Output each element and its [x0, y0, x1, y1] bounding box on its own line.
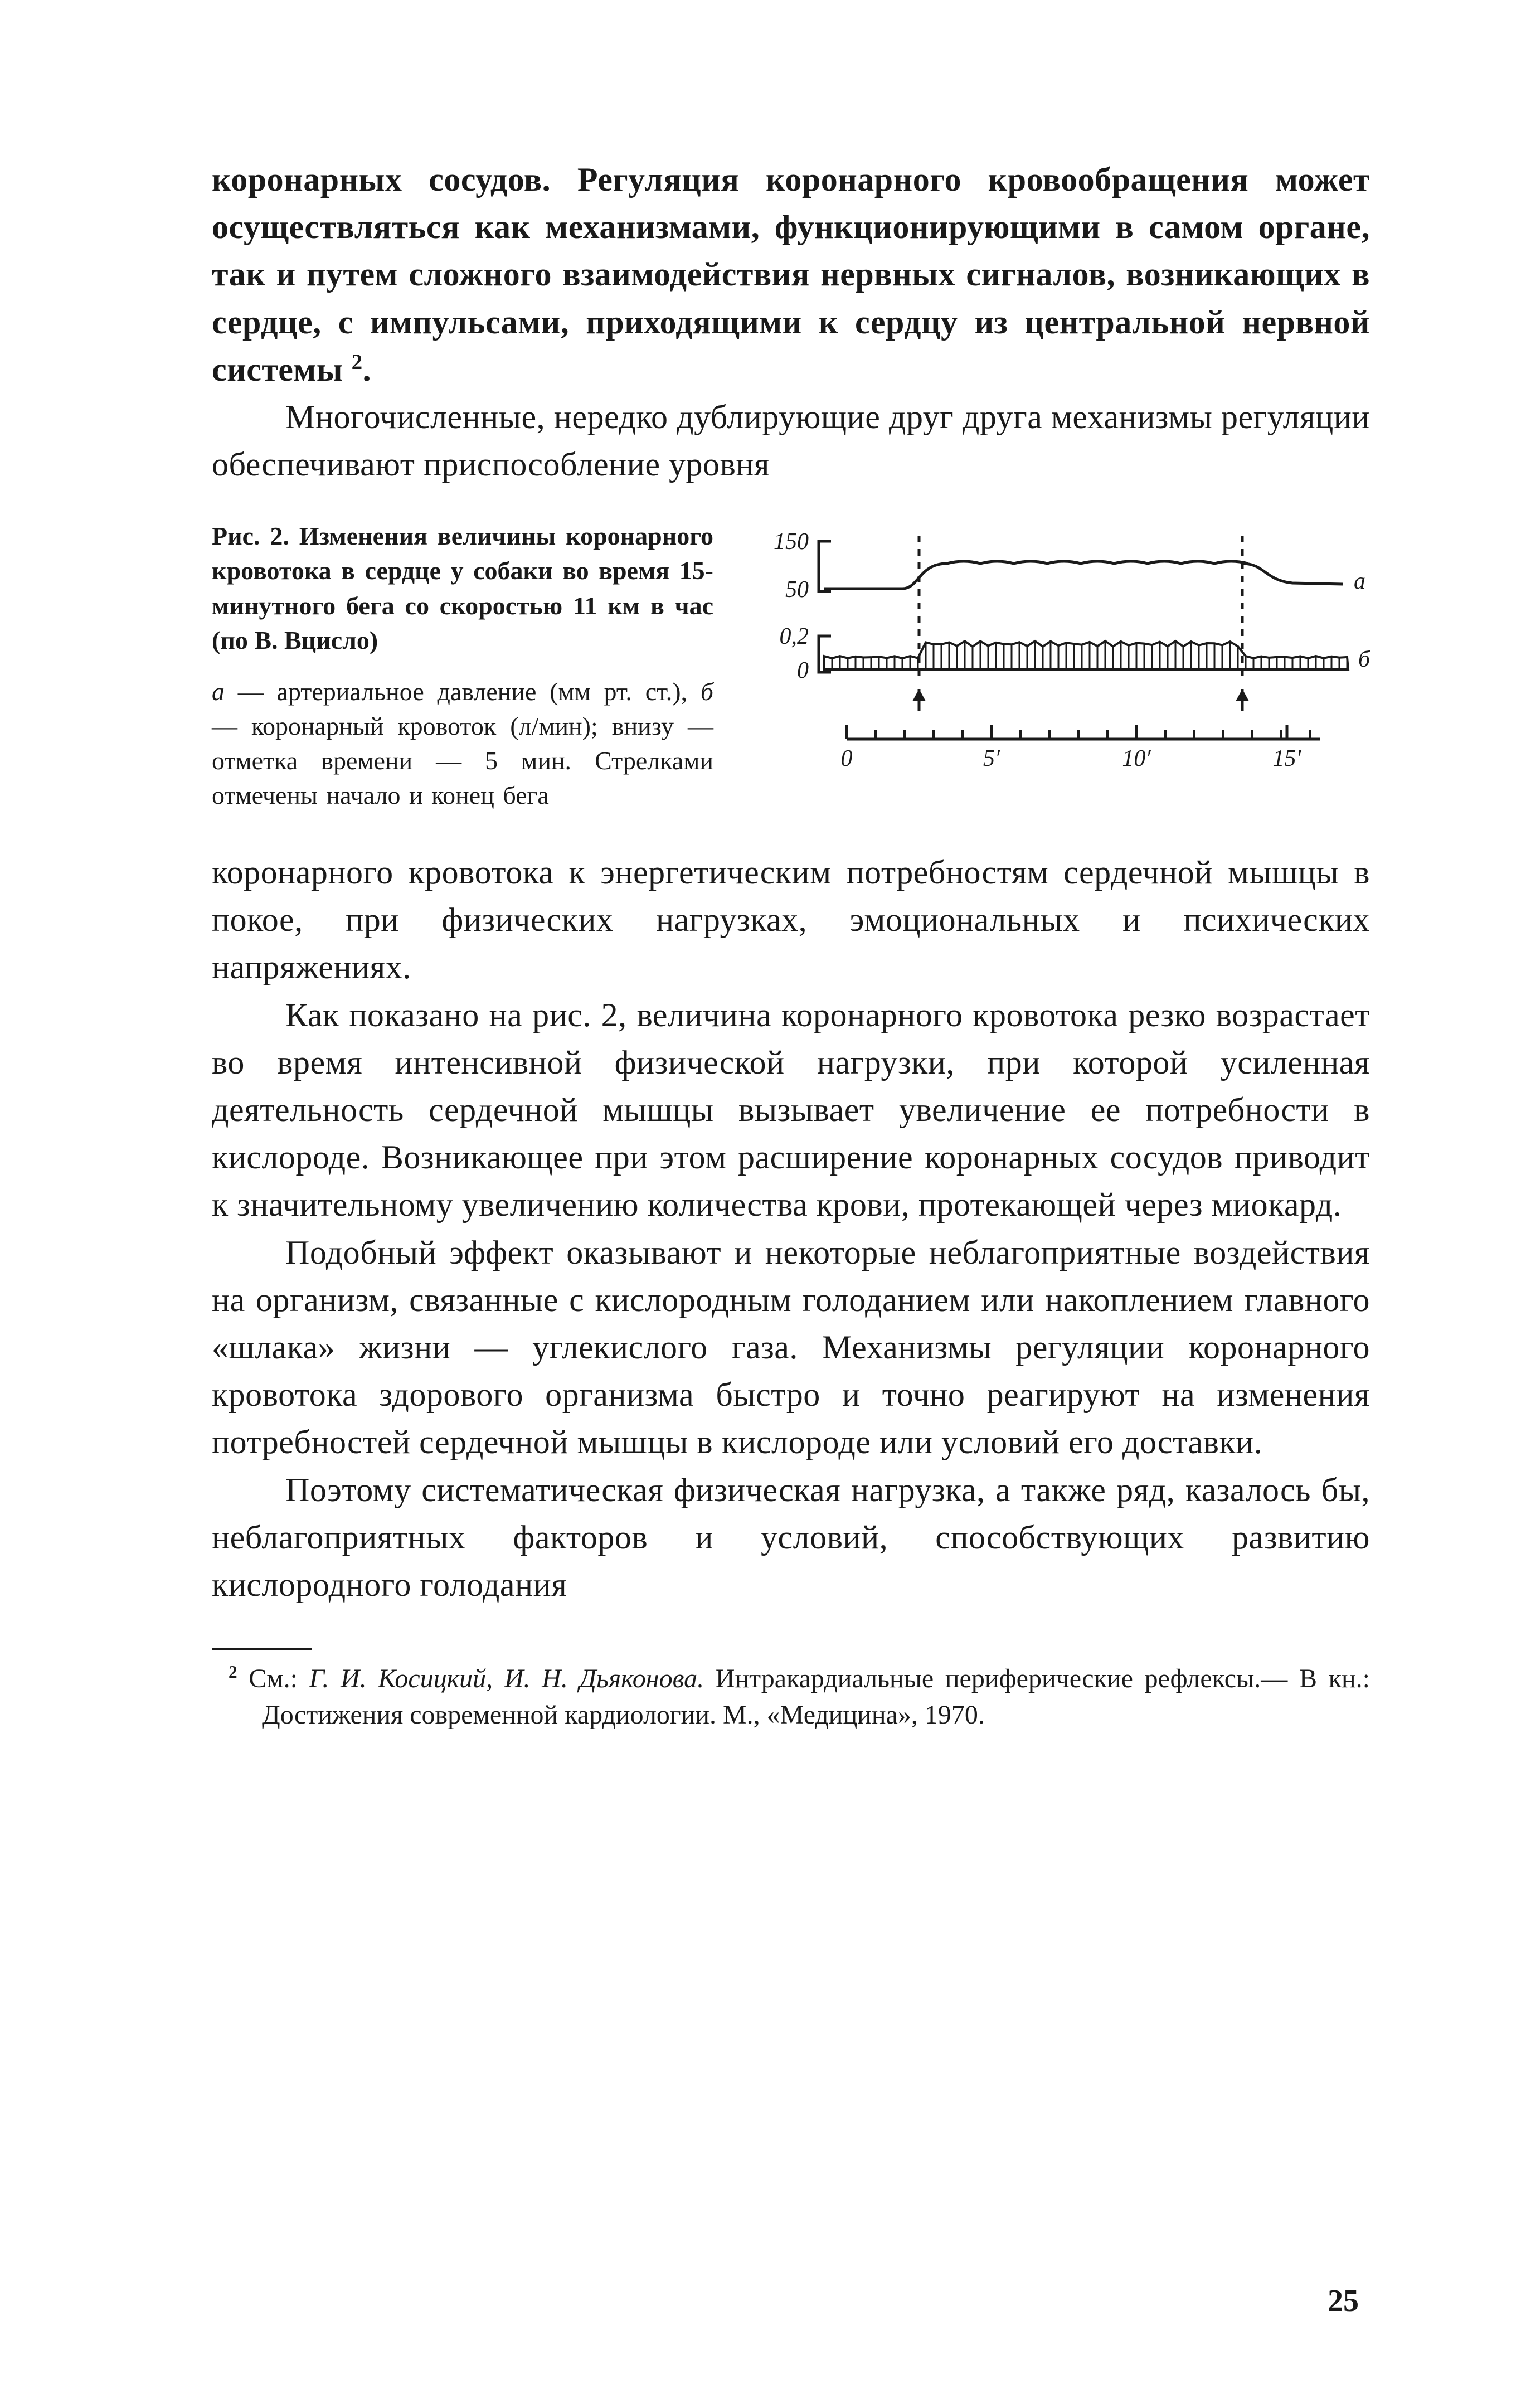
figure-chart: 150 50 а 0,2 0 б 0 5′ 10′ 15′ — [747, 519, 1370, 798]
svg-text:б: б — [1358, 647, 1370, 672]
svg-text:5′: 5′ — [983, 746, 1000, 771]
figure-legend: а — артериальное давление (мм рт. ст.), … — [212, 674, 713, 813]
p1-text: коронарных сосудов. Регуляция коронарног… — [212, 161, 1370, 388]
legend-b-text: — коронарный кровоток (л/мин); внизу — о… — [212, 712, 713, 809]
figure-caption: Рис. 2. Изменения величины коронарного к… — [212, 519, 713, 813]
figure-title: Рис. 2. Изменения величины коронарного к… — [212, 519, 713, 657]
svg-text:0,2: 0,2 — [780, 624, 809, 649]
footnote-2: 2 См.: Г. И. Косицкий, И. Н. Дьяконова. … — [212, 1661, 1370, 1734]
footnote-num: 2 — [229, 1662, 237, 1682]
svg-text:15′: 15′ — [1272, 746, 1301, 771]
figure-2: Рис. 2. Изменения величины коронарного к… — [212, 519, 1370, 813]
legend-a-text: — артериальное давление (мм рт. ст.), — [225, 677, 701, 706]
legend-a-letter: а — [212, 677, 225, 706]
paragraph-5: Подобный эффект оказывают и некоторые не… — [212, 1229, 1370, 1467]
footnote-rule — [212, 1648, 312, 1650]
footnote-authors: Г. И. Косицкий, И. Н. Дьяконова. — [309, 1664, 704, 1693]
p6-text: Поэтому систематическая физическая нагру… — [212, 1467, 1370, 1609]
svg-text:10′: 10′ — [1122, 746, 1151, 771]
p5-text: Подобный эффект оказывают и некоторые не… — [212, 1229, 1370, 1467]
svg-text:а: а — [1354, 569, 1365, 594]
paragraph-3: коронарного кровотока к энергетическим п… — [212, 849, 1370, 992]
paragraph-6: Поэтому систематическая физическая нагру… — [212, 1467, 1370, 1609]
footnote-lead: См.: — [237, 1664, 309, 1693]
p2-text: Многочисленные, нередко дублирующие друг… — [212, 394, 1370, 488]
svg-text:0: 0 — [797, 658, 809, 683]
paragraph-1: коронарных сосудов. Регуляция коронарног… — [212, 156, 1370, 394]
paragraph-2: Многочисленные, нередко дублирующие друг… — [212, 394, 1370, 488]
p4-text: Как показано на рис. 2, величина коронар… — [212, 992, 1370, 1229]
paragraph-4: Как показано на рис. 2, величина коронар… — [212, 992, 1370, 1229]
svg-text:0: 0 — [841, 746, 853, 771]
p3-text: коронарного кровотока к энергетическим п… — [212, 849, 1370, 992]
page-number: 25 — [1328, 2283, 1359, 2319]
svg-text:50: 50 — [785, 577, 809, 603]
svg-text:150: 150 — [774, 529, 809, 555]
p1-tail: . — [363, 351, 372, 388]
legend-b-letter: б — [701, 677, 713, 706]
footnote-ref-2: 2 — [352, 350, 363, 374]
